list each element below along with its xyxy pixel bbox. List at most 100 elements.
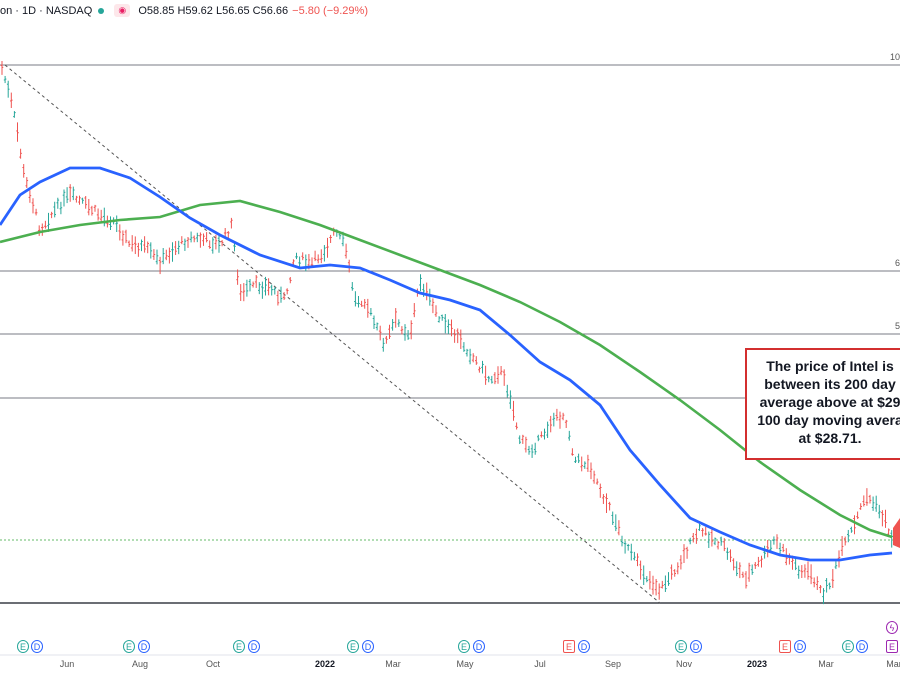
- ohlc-bar: [462, 342, 466, 352]
- ohlc-bar: [134, 236, 137, 255]
- ohlc-bar: [37, 225, 41, 236]
- dividend-event-icon[interactable]: D: [856, 640, 868, 653]
- ohlc-bar: [679, 555, 683, 570]
- ohlc-bar: [750, 564, 754, 575]
- ohlc-bar: [878, 504, 881, 519]
- ohlc-bar: [22, 164, 25, 178]
- ohlc-bar: [289, 277, 292, 284]
- ohlc-bar: [602, 494, 605, 504]
- earnings-event-icon[interactable]: E: [886, 640, 898, 653]
- eye-icon[interactable]: ◉: [114, 4, 131, 17]
- ohlc-bar: [692, 533, 695, 543]
- earnings-event-icon[interactable]: E: [123, 640, 135, 653]
- dividend-event-icon[interactable]: D: [794, 640, 806, 653]
- ohlc-bar: [626, 543, 630, 551]
- ohlc-bar: [316, 254, 320, 264]
- ohlc-bar: [115, 215, 118, 232]
- ohlc-bar: [657, 583, 661, 600]
- ohlc-bar: [496, 366, 500, 384]
- ohlc-bar: [459, 329, 463, 349]
- horizontal-levels: [0, 64, 900, 604]
- x-tick-label: Nov: [675, 659, 693, 669]
- ohlc-bar: [685, 546, 689, 559]
- ohlc-bar: [143, 236, 146, 253]
- dividend-event-icon[interactable]: D: [473, 640, 485, 653]
- annotation-line: at $28.71.: [798, 430, 862, 446]
- earnings-event-icon[interactable]: E: [233, 640, 245, 653]
- ohlc-bar: [239, 284, 242, 302]
- ohlc-bar: [707, 531, 711, 548]
- ohlc-bar: [227, 231, 230, 239]
- x-tick-label: Oct: [205, 659, 221, 669]
- earnings-event-icon[interactable]: E: [17, 640, 29, 653]
- ohlc-bar: [468, 348, 472, 365]
- dividend-event-icon[interactable]: D: [248, 640, 260, 653]
- ohlc-bar: [413, 303, 416, 318]
- x-tick-label: Aug: [131, 659, 149, 669]
- dividend-event-icon[interactable]: D: [690, 640, 702, 653]
- ohlc-bar: [540, 431, 543, 438]
- earnings-event-icon[interactable]: E: [563, 640, 575, 653]
- ohlc-bar: [62, 189, 66, 207]
- ohlc-bar: [803, 564, 807, 578]
- ohlc-bar: [161, 248, 165, 265]
- ohlc-bar: [329, 234, 332, 243]
- ohlc-bar: [130, 235, 134, 252]
- ohlc-bar: [242, 283, 246, 302]
- x-tick-label: Mar: [818, 659, 834, 669]
- dividend-event-icon[interactable]: D: [31, 640, 43, 653]
- ohlc-bar: [794, 558, 797, 571]
- ohlc-bar: [884, 509, 887, 528]
- ohlc-bar: [118, 224, 122, 241]
- earnings-event-icon[interactable]: E: [779, 640, 791, 653]
- ohlc-bar: [310, 257, 314, 267]
- ohlc-bar: [217, 233, 221, 253]
- ohlc-bar: [825, 578, 828, 593]
- dividend-event-icon[interactable]: D: [578, 640, 590, 653]
- ohlc-bar: [44, 220, 47, 229]
- ohlc-bar: [165, 249, 168, 261]
- ohlc-bar: [273, 287, 277, 295]
- ohlc-bar: [605, 493, 608, 513]
- dividend-event-icon[interactable]: D: [138, 640, 150, 653]
- lightning-icon[interactable]: ϟ: [886, 621, 898, 634]
- ohlc-bar: [360, 300, 363, 307]
- ohlc-bar: [524, 436, 528, 453]
- price-bars: [0, 60, 893, 605]
- ohlc-bar: [506, 384, 509, 398]
- dividend-event-icon[interactable]: D: [362, 640, 374, 653]
- ohlc-bar: [831, 569, 835, 588]
- ohlc-bar: [874, 495, 878, 512]
- ohlc-bar: [456, 328, 459, 344]
- annotation-box: The price of Intel is between its 200 da…: [745, 348, 900, 460]
- earnings-event-icon[interactable]: E: [458, 640, 470, 653]
- ohlc-bar: [369, 307, 373, 316]
- ohlc-bar: [543, 428, 546, 440]
- ohlc-bar: [186, 237, 190, 248]
- ohlc-bar: [518, 435, 521, 445]
- earnings-event-icon[interactable]: E: [842, 640, 854, 653]
- ohlc-bar: [196, 232, 199, 243]
- ohlc-bar: [890, 530, 893, 548]
- market-status-dot: [98, 7, 105, 14]
- ohlc-bar: [397, 319, 401, 327]
- earnings-event-icon[interactable]: E: [675, 640, 687, 653]
- ohlc-bar: [279, 286, 283, 303]
- ohlc-bar: [137, 242, 140, 257]
- ohlc-bar: [366, 298, 370, 318]
- ohlc-bar: [729, 549, 732, 563]
- ohlc-bar: [124, 229, 128, 244]
- x-tick-label: Jun: [59, 659, 75, 669]
- ohlc-bar: [775, 534, 779, 549]
- ohlc-bar: [580, 456, 583, 472]
- ohlc-bar: [651, 575, 655, 595]
- ohlc-bar: [589, 462, 593, 480]
- ohlc-bar: [530, 444, 534, 458]
- ohlc-bar: [382, 337, 385, 352]
- ohlc-bar: [127, 240, 131, 247]
- earnings-event-icon[interactable]: E: [347, 640, 359, 653]
- ohlc-bar: [611, 511, 614, 525]
- ohlc-bar: [592, 470, 596, 484]
- ohlc-bar: [639, 560, 642, 580]
